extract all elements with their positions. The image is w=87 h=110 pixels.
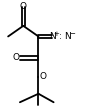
Text: O: O: [12, 53, 19, 62]
Text: O: O: [39, 72, 46, 81]
Text: N: N: [49, 32, 56, 41]
Text: N: N: [65, 32, 71, 41]
Text: −: −: [69, 31, 75, 37]
Text: O: O: [20, 2, 27, 11]
Text: :: :: [59, 32, 61, 41]
Text: +: +: [54, 31, 60, 37]
